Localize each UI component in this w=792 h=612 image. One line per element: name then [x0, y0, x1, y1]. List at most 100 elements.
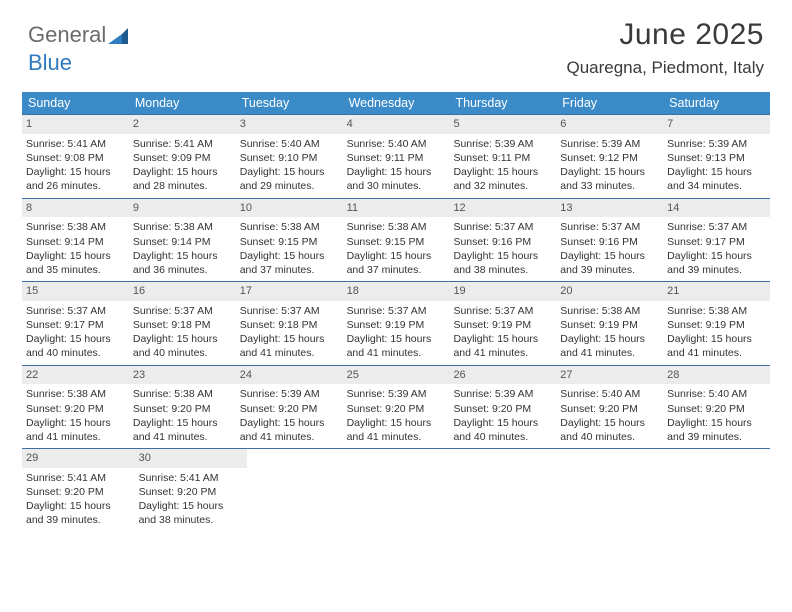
day-cell: 27 Sunrise: 5:40 AMSunset: 9:20 PMDayligh… [556, 366, 663, 449]
day-cell: 26Sunrise: 5:39 AMSunset: 9:20 PMDayligh… [449, 366, 556, 449]
day-number: 5 [449, 115, 556, 134]
daylight-text: Daylight: 15 hours and 29 minutes. [240, 165, 339, 193]
day-number: 1 [22, 115, 129, 134]
day-number: 15 [22, 282, 129, 301]
day-number: 28 [663, 366, 770, 385]
sunset-text: Sunset: 9:15 PM [347, 235, 446, 249]
day-number: 3 [236, 115, 343, 134]
daylight-text: Daylight: 15 hours and 37 minutes. [347, 249, 446, 277]
day-number: 4 [343, 115, 450, 134]
logo-text-blue: Blue [28, 50, 72, 75]
logo-mark-icon [108, 24, 128, 50]
daylight-text: Daylight: 15 hours and 41 minutes. [240, 416, 339, 444]
sunrise-text: Sunrise: 5:37 AM [133, 304, 232, 318]
week-row: 1Sunrise: 5:41 AMSunset: 9:08 PMDaylight… [22, 114, 770, 198]
week-row: 8Sunrise: 5:38 AMSunset: 9:14 PMDaylight… [22, 198, 770, 282]
sunrise-text: Sunrise: 5:38 AM [26, 220, 125, 234]
month-title: June 2025 [566, 18, 764, 52]
empty-day-cell [247, 449, 352, 532]
logo: General Blue [28, 22, 128, 76]
sunrise-text: Sunrise: 5:37 AM [560, 220, 659, 234]
daylight-text: Daylight: 15 hours and 39 minutes. [26, 499, 131, 527]
day-number: 22 [22, 366, 129, 385]
daylight-text: Daylight: 15 hours and 39 minutes. [560, 249, 659, 277]
day-cell: 18Sunrise: 5:37 AMSunset: 9:19 PMDayligh… [343, 282, 450, 365]
sunrise-text: Sunrise: 5:37 AM [347, 304, 446, 318]
day-number: 27 [556, 366, 663, 385]
sunset-text: Sunset: 9:20 PM [347, 402, 446, 416]
day-number: 7 [663, 115, 770, 134]
day-number: 21 [663, 282, 770, 301]
daylight-text: Daylight: 15 hours and 41 minutes. [347, 416, 446, 444]
empty-day-cell [665, 449, 770, 532]
day-cell: 17Sunrise: 5:37 AMSunset: 9:18 PMDayligh… [236, 282, 343, 365]
sunset-text: Sunset: 9:10 PM [240, 151, 339, 165]
sunset-text: Sunset: 9:16 PM [453, 235, 552, 249]
sunrise-text: Sunrise: 5:38 AM [240, 220, 339, 234]
sunset-text: Sunset: 9:11 PM [347, 151, 446, 165]
sunset-text: Sunset: 9:11 PM [453, 151, 552, 165]
weekday-header: Friday [556, 92, 663, 114]
sunset-text: Sunset: 9:09 PM [133, 151, 232, 165]
sunrise-text: Sunrise: 5:41 AM [26, 471, 131, 485]
sunrise-text: Sunrise: 5:40 AM [560, 387, 659, 401]
day-cell: 25Sunrise: 5:39 AMSunset: 9:20 PMDayligh… [343, 366, 450, 449]
sunrise-text: Sunrise: 5:38 AM [133, 387, 232, 401]
sunrise-text: Sunrise: 5:37 AM [667, 220, 766, 234]
sunset-text: Sunset: 9:20 PM [560, 402, 659, 416]
day-cell: 8Sunrise: 5:38 AMSunset: 9:14 PMDaylight… [22, 199, 129, 282]
daylight-text: Daylight: 15 hours and 37 minutes. [240, 249, 339, 277]
sunset-text: Sunset: 9:20 PM [133, 402, 232, 416]
daylight-text: Daylight: 15 hours and 40 minutes. [26, 332, 125, 360]
day-number: 29 [22, 449, 135, 468]
sunset-text: Sunset: 9:14 PM [133, 235, 232, 249]
day-cell: 5 Sunrise: 5:39 AMSunset: 9:11 PMDaylight… [449, 115, 556, 198]
daylight-text: Daylight: 15 hours and 32 minutes. [453, 165, 552, 193]
day-number: 23 [129, 366, 236, 385]
daylight-text: Daylight: 15 hours and 33 minutes. [560, 165, 659, 193]
daylight-text: Daylight: 15 hours and 41 minutes. [453, 332, 552, 360]
sunrise-text: Sunrise: 5:38 AM [667, 304, 766, 318]
sunset-text: Sunset: 9:14 PM [26, 235, 125, 249]
daylight-text: Daylight: 15 hours and 34 minutes. [667, 165, 766, 193]
sunset-text: Sunset: 9:16 PM [560, 235, 659, 249]
daylight-text: Daylight: 15 hours and 40 minutes. [560, 416, 659, 444]
daylight-text: Daylight: 15 hours and 30 minutes. [347, 165, 446, 193]
day-cell: 2Sunrise: 5:41 AMSunset: 9:09 PMDaylight… [129, 115, 236, 198]
sunrise-text: Sunrise: 5:41 AM [133, 137, 232, 151]
weekday-header: Sunday [22, 92, 129, 114]
day-number: 11 [343, 199, 450, 218]
daylight-text: Daylight: 15 hours and 38 minutes. [139, 499, 244, 527]
day-number: 12 [449, 199, 556, 218]
weekday-header: Wednesday [343, 92, 450, 114]
empty-day-cell [456, 449, 561, 532]
day-cell: 24Sunrise: 5:39 AMSunset: 9:20 PMDayligh… [236, 366, 343, 449]
day-cell: 12Sunrise: 5:37 AMSunset: 9:16 PMDayligh… [449, 199, 556, 282]
sunrise-text: Sunrise: 5:39 AM [453, 137, 552, 151]
sunset-text: Sunset: 9:17 PM [667, 235, 766, 249]
day-cell: 4 Sunrise: 5:40 AMSunset: 9:11 PMDaylight… [343, 115, 450, 198]
daylight-text: Daylight: 15 hours and 40 minutes. [133, 332, 232, 360]
daylight-text: Daylight: 15 hours and 38 minutes. [453, 249, 552, 277]
daylight-text: Daylight: 15 hours and 41 minutes. [240, 332, 339, 360]
day-number: 9 [129, 199, 236, 218]
sunset-text: Sunset: 9:17 PM [26, 318, 125, 332]
day-number: 30 [135, 449, 248, 468]
day-cell: 6Sunrise: 5:39 AMSunset: 9:12 PMDaylight… [556, 115, 663, 198]
day-cell: 22Sunrise: 5:38 AMSunset: 9:20 PMDayligh… [22, 366, 129, 449]
day-cell: 23Sunrise: 5:38 AMSunset: 9:20 PMDayligh… [129, 366, 236, 449]
daylight-text: Daylight: 15 hours and 41 minutes. [26, 416, 125, 444]
empty-day-cell [561, 449, 666, 532]
sunrise-text: Sunrise: 5:40 AM [347, 137, 446, 151]
day-number: 14 [663, 199, 770, 218]
day-cell: 16Sunrise: 5:37 AMSunset: 9:18 PMDayligh… [129, 282, 236, 365]
daylight-text: Daylight: 15 hours and 41 minutes. [560, 332, 659, 360]
day-cell: 21Sunrise: 5:38 AMSunset: 9:19 PMDayligh… [663, 282, 770, 365]
day-number: 2 [129, 115, 236, 134]
weekday-header: Tuesday [236, 92, 343, 114]
daylight-text: Daylight: 15 hours and 41 minutes. [347, 332, 446, 360]
day-cell: 1Sunrise: 5:41 AMSunset: 9:08 PMDaylight… [22, 115, 129, 198]
sunset-text: Sunset: 9:18 PM [240, 318, 339, 332]
sunset-text: Sunset: 9:20 PM [453, 402, 552, 416]
sunset-text: Sunset: 9:20 PM [667, 402, 766, 416]
